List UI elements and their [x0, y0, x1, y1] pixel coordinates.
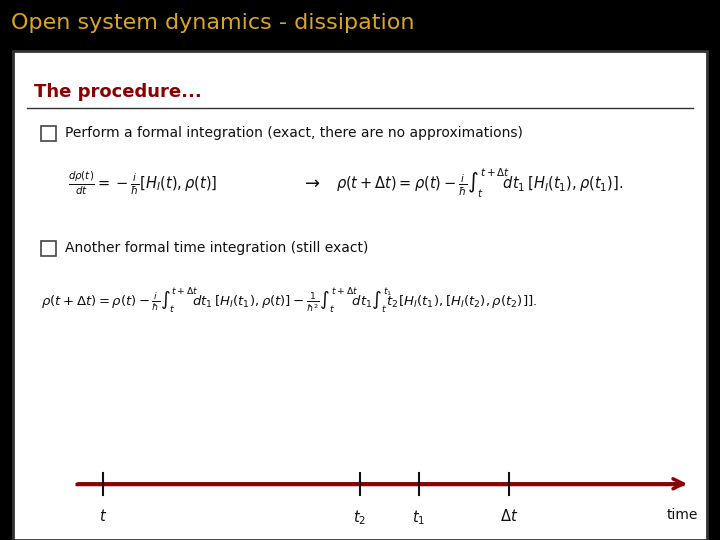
- Text: Perform a formal integration (exact, there are no approximations): Perform a formal integration (exact, the…: [65, 126, 523, 140]
- Text: $\Delta t$: $\Delta t$: [500, 508, 518, 524]
- Bar: [41, 241, 56, 255]
- FancyBboxPatch shape: [13, 51, 707, 540]
- Text: Another formal time integration (still exact): Another formal time integration (still e…: [65, 241, 369, 255]
- Text: $\rho(t+\Delta t) = \rho(t) - \frac{i}{\hbar}\int_{t}^{t+\Delta t}\!\! dt_1\,[H_: $\rho(t+\Delta t) = \rho(t) - \frac{i}{\…: [336, 166, 623, 200]
- Text: time: time: [667, 508, 698, 522]
- Text: $\rho(t+\Delta t) = \rho(t) - \frac{i}{\hbar}\int_{t}^{t+\Delta t}\!\! dt_1\,[H_: $\rho(t+\Delta t) = \rho(t) - \frac{i}{\…: [41, 286, 537, 315]
- Text: $t_2$: $t_2$: [354, 508, 366, 527]
- Text: $\rightarrow$: $\rightarrow$: [301, 174, 320, 192]
- Bar: [41, 126, 56, 141]
- Text: The procedure...: The procedure...: [34, 83, 202, 101]
- Text: $\frac{d\rho(t)}{dt} = -\frac{i}{\hbar}[H_I(t),\rho(t)]$: $\frac{d\rho(t)}{dt} = -\frac{i}{\hbar}[…: [68, 170, 218, 197]
- Text: Open system dynamics - dissipation: Open system dynamics - dissipation: [11, 13, 414, 33]
- Text: $t_1$: $t_1$: [413, 508, 426, 527]
- Text: $t$: $t$: [99, 508, 107, 524]
